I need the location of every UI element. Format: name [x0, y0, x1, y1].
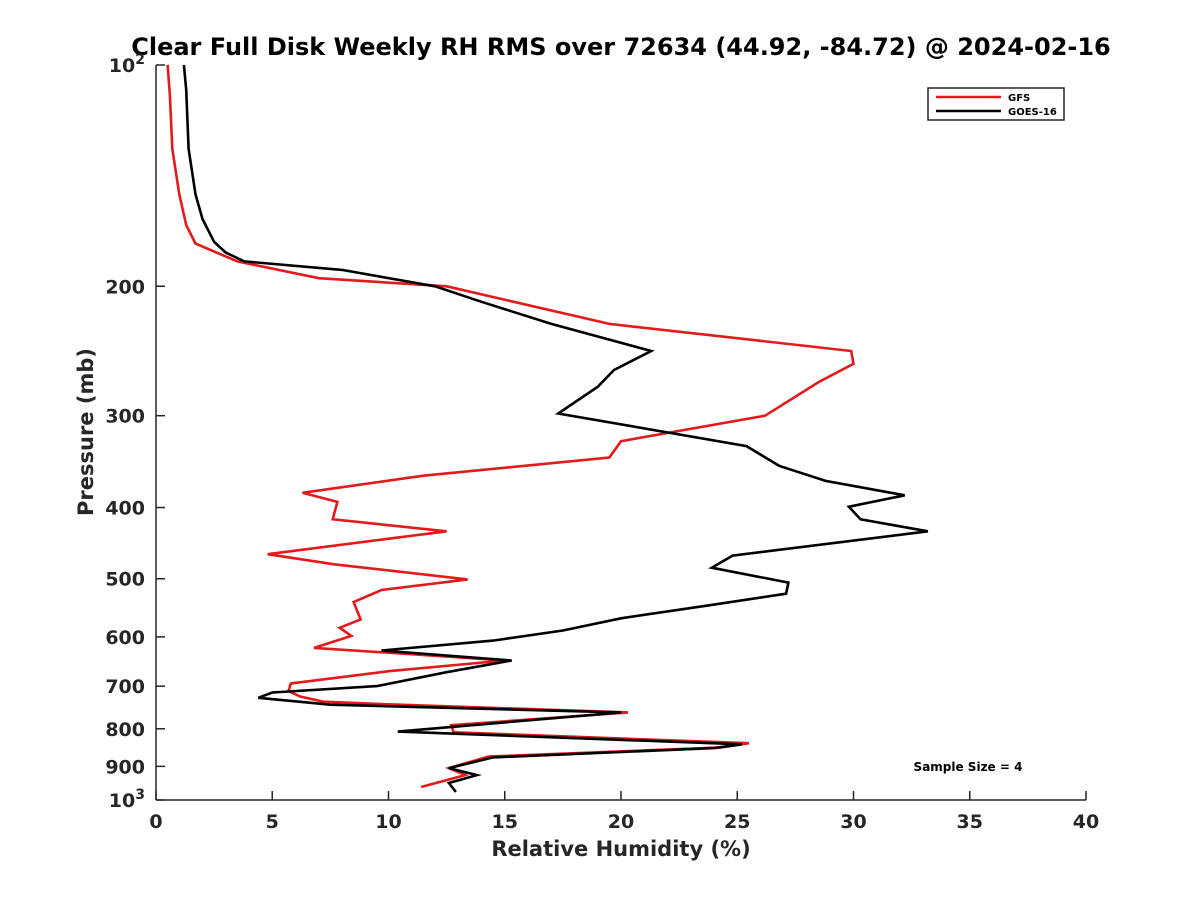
x-tick-label: 20 — [608, 811, 634, 833]
y-tick-label: 600 — [105, 627, 145, 649]
y-tick-label: 103 — [109, 787, 145, 812]
y-tick-label: 900 — [105, 756, 145, 778]
x-tick-label: 25 — [724, 811, 750, 833]
x-axis-label: Relative Humidity (%) — [491, 837, 750, 861]
x-tick-label: 5 — [266, 811, 279, 833]
y-tick-label: 800 — [105, 719, 145, 741]
x-tick-label: 10 — [375, 811, 401, 833]
y-axis-ticks: 102 200 300 400 500 600 700 800 900 103 — [105, 52, 165, 812]
x-tick-label: 35 — [957, 811, 983, 833]
series-layer — [166, 64, 929, 793]
legend-label-gfs: GFS — [1008, 93, 1030, 104]
y-tick-label: 700 — [105, 676, 145, 698]
plot-area: 0 5 10 15 20 25 30 35 40 102 200 300 400 500 600 700 80… — [105, 52, 1099, 833]
y-tick-label: 500 — [105, 569, 145, 591]
y-tick-label: 400 — [105, 498, 145, 520]
legend: GFS GOES-16 — [927, 87, 1065, 121]
y-tick-label: 300 — [105, 406, 145, 428]
series-points-goes16 — [183, 64, 929, 793]
x-tick-label: 40 — [1073, 811, 1099, 833]
legend-box — [927, 87, 1065, 121]
sample-size-annotation: Sample Size = 4 — [914, 760, 1023, 774]
x-tick-label: 30 — [840, 811, 866, 833]
x-tick-label: 0 — [149, 811, 162, 833]
legend-label-goes16: GOES-16 — [1008, 107, 1057, 118]
y-axis-label: Pressure (mb) — [74, 348, 98, 516]
y-tick-label: 102 — [109, 52, 145, 77]
chart-title: Clear Full Disk Weekly RH RMS over 72634… — [131, 33, 1111, 61]
y-tick-label: 200 — [105, 276, 145, 298]
x-tick-label: 15 — [492, 811, 518, 833]
plot-background — [156, 65, 1086, 800]
x-axis-ticks: 0 5 10 15 20 25 30 35 40 — [149, 791, 1099, 833]
